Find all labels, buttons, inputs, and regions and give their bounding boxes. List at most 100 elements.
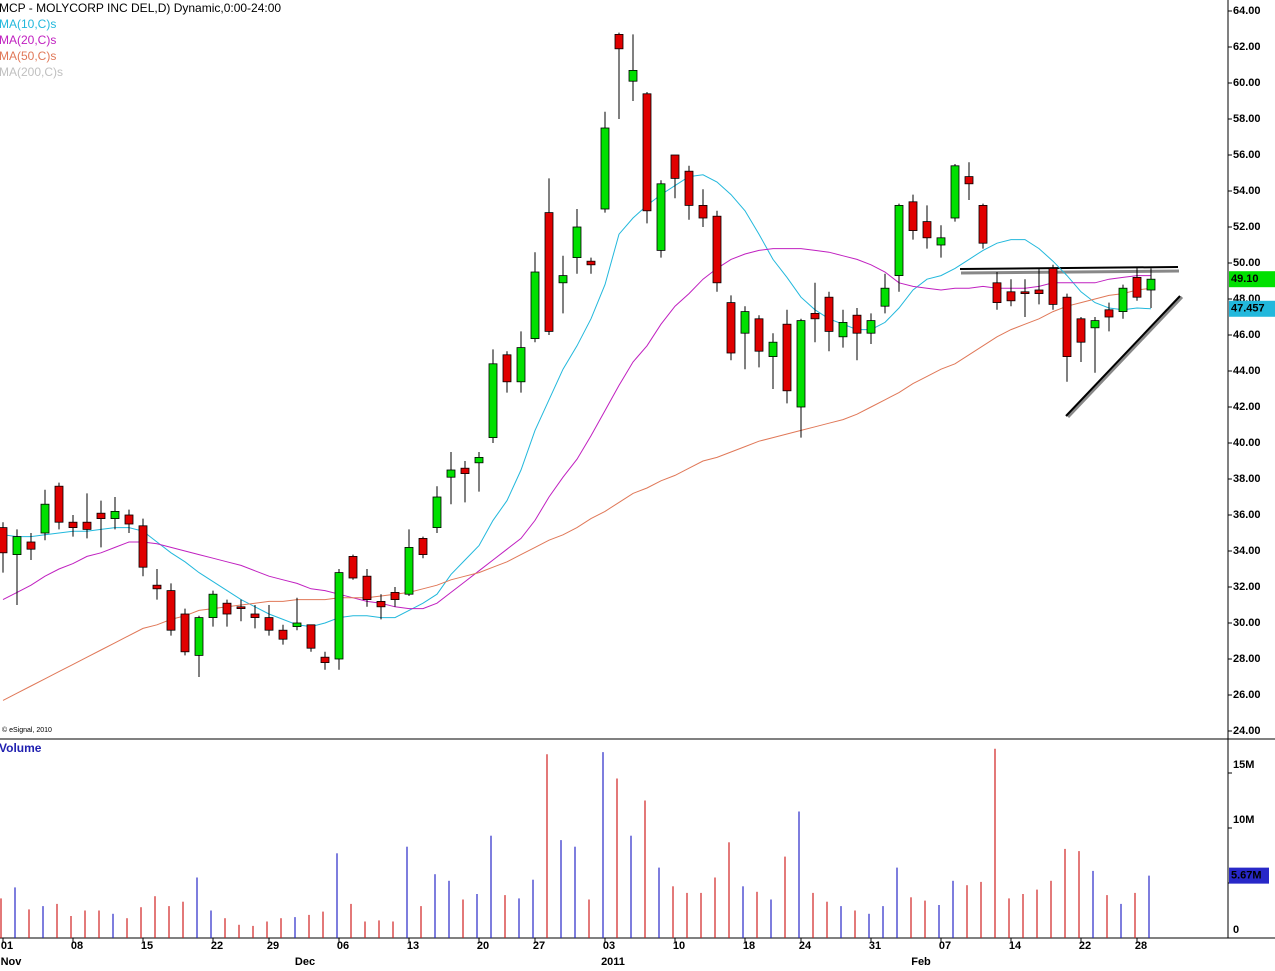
candle-body [264, 617, 274, 631]
candle-body [1006, 291, 1016, 302]
candle-body [880, 287, 890, 307]
candle-body [936, 237, 946, 246]
candle-body [68, 521, 78, 529]
support-trendline [1065, 295, 1181, 417]
candle-body [124, 514, 134, 525]
y-tick-label: 54.00 [1233, 185, 1261, 197]
candle-body [740, 311, 750, 334]
candle-body [1146, 278, 1156, 291]
candle-body [432, 496, 442, 529]
y-tick-label: 44.00 [1233, 365, 1261, 377]
candle-body [1132, 276, 1142, 298]
candle-body [138, 525, 148, 568]
candle-body [712, 215, 722, 284]
candle-body [726, 302, 736, 354]
y-tick-label: 50.00 [1233, 257, 1261, 269]
candle-body [292, 622, 302, 627]
candle-body [502, 354, 512, 383]
candle-body [796, 320, 806, 408]
candle-body [642, 93, 652, 212]
x-tick-label: 22 [1079, 940, 1091, 952]
candle-body [26, 541, 36, 550]
legend-entry: MA(20,C)s [0, 33, 56, 47]
candle-body [1076, 318, 1086, 343]
legend-entry: MA(10,C)s [0, 17, 56, 31]
candle-body [404, 547, 414, 595]
candle-body [600, 127, 610, 210]
y-tick-label: 42.00 [1233, 401, 1261, 413]
candle-body [544, 212, 554, 332]
y-tick-label: 32.00 [1233, 581, 1261, 593]
y-tick-label: 30.00 [1233, 617, 1261, 629]
candle-body [306, 624, 316, 649]
candle-body [950, 165, 960, 219]
candle-body [362, 575, 372, 601]
y-tick-label: 60.00 [1233, 77, 1261, 89]
candle-body [376, 601, 386, 608]
y-tick-label: 28.00 [1233, 653, 1261, 665]
x-tick-label: 15 [141, 940, 153, 952]
candle-body [180, 613, 190, 653]
candle-body [110, 510, 120, 519]
candle-body [222, 602, 232, 615]
y-tick-label: 46.00 [1233, 329, 1261, 341]
volume-tick-label: 0 [1233, 924, 1239, 936]
volume-tick-label: 15M [1233, 759, 1254, 771]
candle-body [754, 318, 764, 352]
candle-body [978, 204, 988, 244]
candle-body [250, 613, 260, 618]
volume-tag: 5.67M [1231, 870, 1262, 882]
x-tick-label: 31 [869, 940, 881, 952]
candle-body [670, 154, 680, 179]
volume-tag-bg [1229, 867, 1269, 884]
y-tick-label: 38.00 [1233, 473, 1261, 485]
candle-body [320, 656, 330, 664]
y-tick-label: 36.00 [1233, 509, 1261, 521]
candle-body [698, 204, 708, 219]
candle-body [684, 170, 694, 206]
y-tick-label: 56.00 [1233, 149, 1261, 161]
moving-average-line [2, 248, 1151, 610]
x-tick-label: 06 [337, 940, 349, 952]
candle-body [810, 312, 820, 320]
candle-body [390, 592, 400, 601]
y-tick-label: 52.00 [1233, 221, 1261, 233]
candle-body [852, 314, 862, 334]
x-tick-label: 29 [267, 940, 279, 952]
candle-body [866, 320, 876, 334]
candle-body [824, 296, 834, 332]
candle-body [1118, 287, 1128, 313]
candle-body [782, 323, 792, 392]
x-tick-label: 01 [1, 940, 13, 952]
moving-average-line [2, 287, 1152, 701]
candle-body [656, 183, 666, 251]
month-label: Dec [295, 956, 315, 968]
candle-body [40, 503, 50, 534]
month-label: Nov [1, 956, 23, 968]
legend-entry: MA(200,C)s [0, 65, 63, 79]
candle-body [1104, 309, 1114, 318]
y-tick-label: 40.00 [1233, 437, 1261, 449]
last-price-tag-bg [1229, 271, 1275, 288]
candle-body [614, 34, 624, 50]
x-tick-label: 18 [743, 940, 755, 952]
candle-body [0, 527, 8, 554]
volume-tick-label: 10M [1233, 814, 1254, 826]
x-tick-label: 08 [71, 940, 83, 952]
candle-body [194, 617, 204, 656]
candle-body [516, 347, 526, 383]
candle-body [964, 176, 974, 185]
candle-body [208, 593, 218, 619]
candle-body [12, 536, 22, 555]
watermark: © eSignal, 2010 [2, 726, 52, 734]
candle-body [768, 341, 778, 358]
candle-body [992, 282, 1002, 303]
volume-title: Volume [0, 741, 42, 755]
moving-average-line [2, 174, 1152, 628]
candle-body [922, 221, 932, 239]
ma-value-tag-bg [1229, 300, 1275, 317]
candle-body [586, 260, 596, 266]
candle-body [82, 521, 92, 530]
